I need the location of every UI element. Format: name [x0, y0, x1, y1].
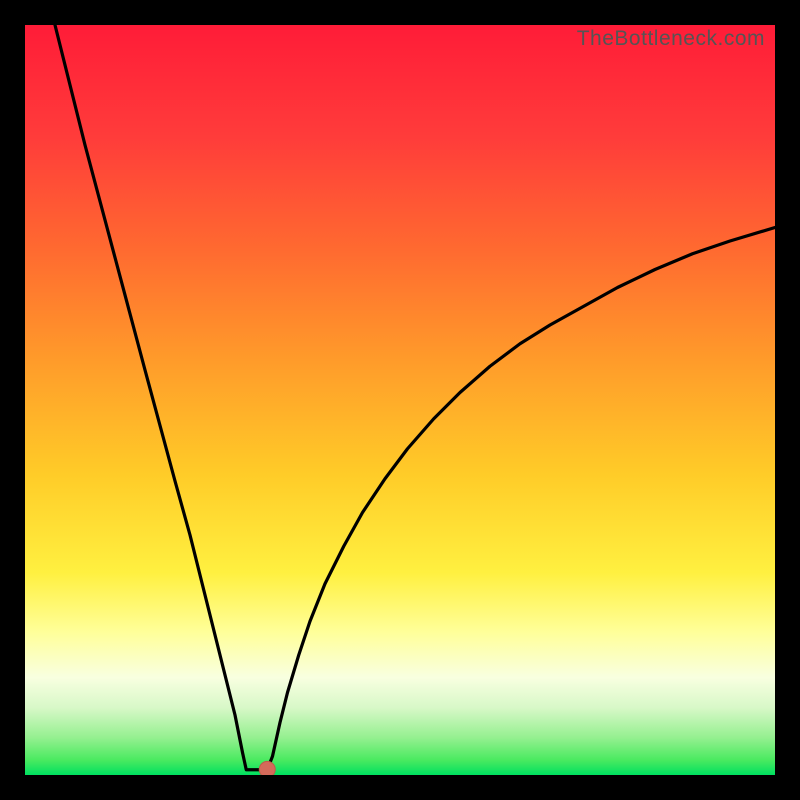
chart-root: TheBottleneck.com: [0, 0, 800, 800]
optimal-point-marker: [259, 761, 275, 775]
watermark-text: TheBottleneck.com: [577, 27, 765, 51]
bottleneck-curve: [25, 25, 775, 775]
bottleneck-curve-path: [55, 25, 775, 770]
plot-area: TheBottleneck.com: [25, 25, 775, 775]
